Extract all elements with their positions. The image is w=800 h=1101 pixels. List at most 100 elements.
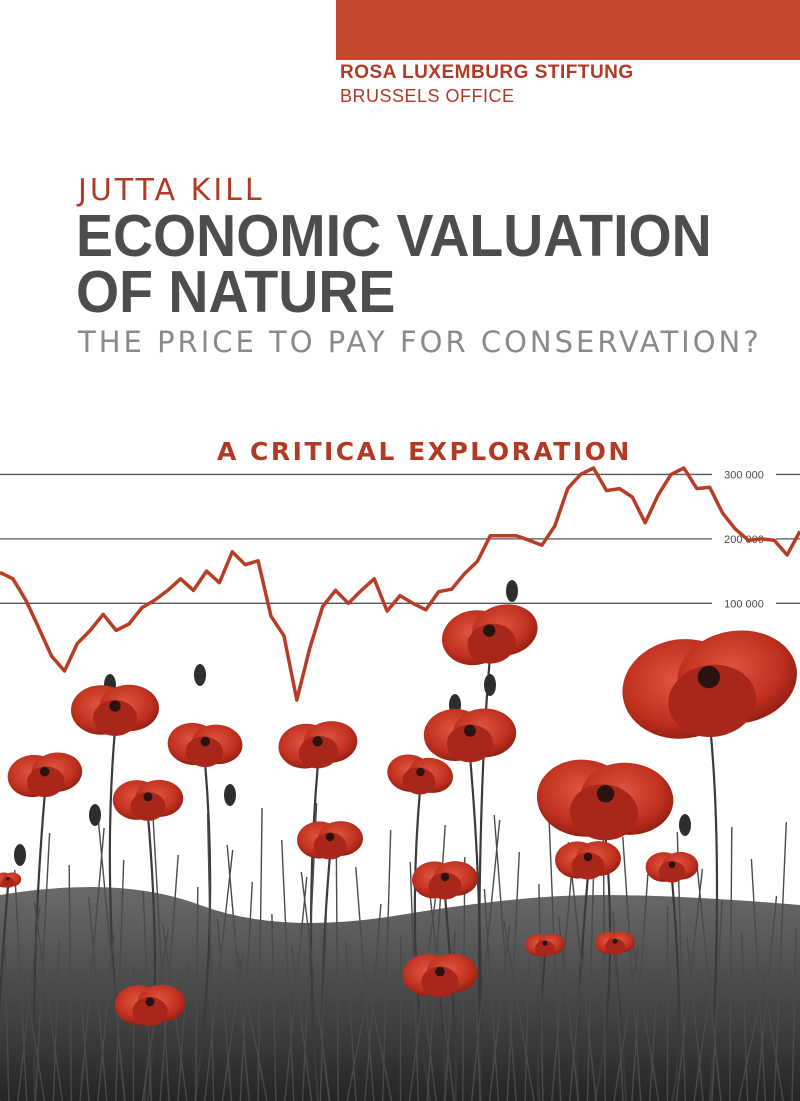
poppy-flower bbox=[7, 752, 83, 798]
poppy-flower bbox=[278, 721, 358, 769]
grass-blade bbox=[471, 819, 501, 1101]
poppy-stem bbox=[143, 1020, 160, 1101]
poppy-stem bbox=[708, 724, 719, 1101]
poppy-bud bbox=[679, 814, 691, 836]
grass-blade bbox=[773, 821, 787, 1101]
grass-blade bbox=[408, 898, 437, 1101]
poppy-flower bbox=[525, 933, 565, 957]
grass-blade bbox=[284, 876, 308, 1101]
grass-blade bbox=[493, 814, 517, 1101]
grass-blade bbox=[696, 863, 722, 1101]
grass-blade bbox=[686, 937, 704, 1101]
grass-blade bbox=[346, 977, 372, 1101]
grass-blade bbox=[236, 950, 268, 1101]
poppy-bud bbox=[194, 664, 206, 686]
grass-blade bbox=[226, 844, 250, 1101]
poppy-stem bbox=[146, 815, 157, 1101]
poppy-flower bbox=[423, 708, 517, 763]
poppy-flower bbox=[441, 604, 538, 666]
grass-blade bbox=[740, 932, 749, 1101]
grass-blade bbox=[221, 955, 244, 1101]
grass-blade bbox=[115, 859, 125, 1101]
poppy-flower bbox=[387, 754, 453, 795]
poppy-flowers bbox=[0, 604, 797, 1026]
poppy-stem bbox=[413, 789, 432, 1101]
grass-blade bbox=[97, 933, 115, 1101]
grass-blade bbox=[239, 881, 253, 1101]
poppy-stem bbox=[536, 953, 547, 1101]
poppy-flower bbox=[555, 841, 621, 880]
poppy-flower bbox=[71, 684, 159, 736]
grass-blade bbox=[675, 868, 704, 1101]
grass-blade bbox=[382, 829, 392, 1101]
grass-blade bbox=[750, 858, 767, 1101]
book-subtitle: THE PRICE TO PAY FOR CONSERVATION? bbox=[78, 325, 762, 359]
grass-blade bbox=[97, 822, 126, 1101]
grass-blade bbox=[613, 947, 639, 1101]
grass-blade bbox=[52, 938, 61, 1101]
grass-blade bbox=[548, 809, 562, 1101]
grass-blade bbox=[429, 893, 455, 1101]
grass-blade bbox=[257, 807, 263, 1101]
grass-blade bbox=[791, 927, 797, 1101]
publisher-office: BRUSSELS OFFICE bbox=[340, 86, 515, 106]
grass-blade bbox=[33, 901, 63, 1101]
grass-blade bbox=[631, 942, 660, 1101]
price-line-chart: 300 000 200 000 100 000 bbox=[0, 466, 800, 702]
grass-blade bbox=[4, 943, 10, 1101]
grass-blade bbox=[68, 864, 72, 1101]
grass-blade bbox=[290, 945, 313, 1101]
poppy-flower bbox=[112, 779, 184, 821]
grass-blade bbox=[738, 969, 768, 1101]
poppy-stem bbox=[670, 878, 681, 1101]
poppy-bud bbox=[484, 674, 496, 696]
tick-label-0: 300 000 bbox=[724, 469, 764, 481]
book-title-line-2: OF NATURE bbox=[76, 259, 396, 325]
tick-label-1: 200 000 bbox=[724, 534, 764, 546]
grass-blade bbox=[88, 896, 108, 1101]
poppy-flower bbox=[167, 722, 243, 768]
poppy-flower bbox=[114, 984, 186, 1026]
poppy-bud bbox=[89, 804, 101, 826]
grass-blade bbox=[622, 836, 642, 1101]
grass-blade bbox=[444, 930, 456, 1101]
grass-blade bbox=[586, 878, 595, 1101]
poppy-flower bbox=[0, 872, 22, 888]
grass-blade bbox=[483, 888, 500, 1101]
grass-blade bbox=[206, 812, 215, 1101]
grass-blade bbox=[271, 913, 277, 1101]
poppy-flower bbox=[622, 630, 797, 739]
grass-blade bbox=[281, 839, 295, 1101]
grass-blade bbox=[538, 883, 544, 1101]
grass-blade bbox=[14, 869, 28, 1101]
grass-blade bbox=[345, 940, 357, 1101]
grass-blade bbox=[760, 964, 784, 1101]
grass-blade bbox=[79, 827, 105, 1101]
grass-blade bbox=[216, 918, 233, 1101]
grass-blade bbox=[711, 900, 723, 1101]
grass-blade bbox=[524, 957, 530, 1101]
book-title-line-1: ECONOMIC VALUATION bbox=[76, 203, 712, 269]
poppy-stem bbox=[0, 885, 10, 1019]
poppy-flower bbox=[536, 759, 674, 841]
grass-blade bbox=[159, 854, 179, 1101]
grass-blade bbox=[23, 975, 46, 1101]
grass-blade bbox=[34, 832, 51, 1101]
grass-blade bbox=[195, 886, 199, 1101]
poppy-bud bbox=[506, 580, 518, 602]
grass-blade bbox=[503, 920, 535, 1101]
poppy-flower bbox=[595, 931, 635, 955]
grass-blade bbox=[152, 817, 170, 1101]
grass-blades bbox=[0, 802, 797, 1101]
grass-blade bbox=[488, 925, 511, 1101]
grass-blade bbox=[335, 834, 339, 1101]
publisher-name: ROSA LUXEMBURG STIFTUNG bbox=[340, 62, 634, 83]
top-accent-bar bbox=[336, 0, 800, 60]
poppy-bud bbox=[14, 844, 26, 866]
poppy-field-photo bbox=[0, 580, 800, 1101]
poppy-flower bbox=[402, 953, 478, 998]
grass-blade bbox=[78, 970, 90, 1101]
poppy-flower bbox=[645, 851, 699, 883]
poppy-bud bbox=[224, 784, 236, 806]
author-name: JUTTA KILL bbox=[78, 173, 265, 208]
